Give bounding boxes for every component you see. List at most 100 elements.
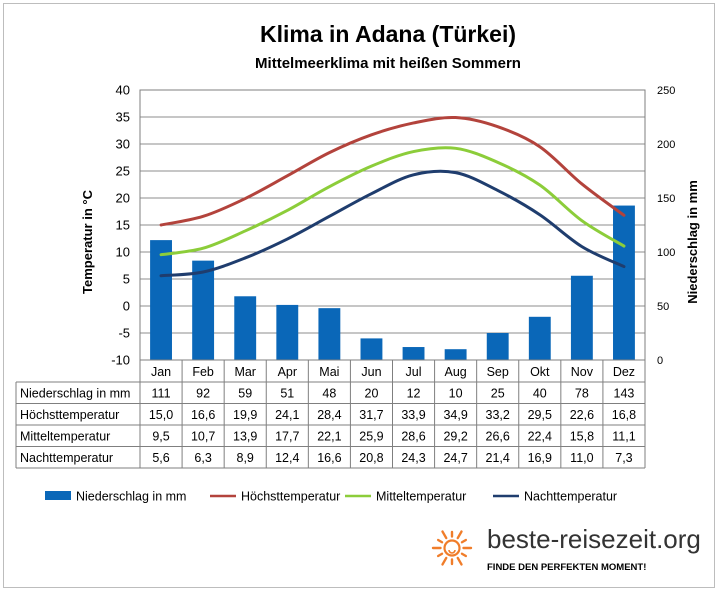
table-cell: 78 (575, 387, 589, 401)
legend-label: Niederschlag in mm (76, 490, 186, 504)
left-tick-label: 25 (116, 164, 130, 179)
left-tick-label: 20 (116, 191, 130, 206)
month-label: Okt (530, 365, 550, 379)
sun-ray (456, 556, 463, 566)
sun-ray (460, 552, 468, 558)
month-label: Nov (571, 365, 594, 379)
table-cell: 24,3 (401, 451, 425, 465)
table-cell: 8,9 (237, 451, 254, 465)
table-cell: 40 (533, 387, 547, 401)
month-label: Jul (406, 365, 422, 379)
table-cell: 22,4 (528, 430, 552, 444)
right-tick-label: 150 (657, 193, 675, 205)
precipitation-bar (318, 308, 341, 360)
sun-ray (436, 538, 444, 544)
table-cell: 15,8 (570, 430, 594, 444)
table-cell: 31,7 (359, 408, 383, 422)
table-cell: 20,8 (359, 451, 383, 465)
left-tick-label: 30 (116, 137, 130, 152)
precipitation-bar (276, 304, 299, 360)
precipitation-bar (613, 205, 635, 360)
precipitation-bar (486, 333, 509, 360)
sun-ray (441, 556, 448, 566)
right-tick-label: 0 (657, 355, 663, 367)
precipitation-bar (234, 296, 257, 360)
left-tick-label: 0 (123, 299, 130, 314)
month-label: Mar (234, 365, 256, 379)
data-table: Jan Feb Mar Apr Mai Jun Jul Aug Sep Okt Nov Dez Nied… (15, 360, 646, 469)
month-label: Apr (278, 365, 297, 379)
brand-logo: beste-reisezeit.org FINDE DEN PERFEKTEN … (431, 524, 701, 573)
table-row-label: Mitteltemperatur (20, 430, 110, 444)
precipitation-bar (528, 316, 551, 360)
sun-ray (460, 538, 468, 544)
brand-slogan: FINDE DEN PERFEKTEN MOMENT! (487, 562, 646, 573)
sun-ray (441, 530, 448, 540)
low-temperature-line (159, 169, 626, 278)
table-cell: 11,1 (612, 430, 635, 444)
table-row-label: Niederschlag in mm (20, 387, 130, 401)
temperature-lines (159, 115, 626, 278)
right-tick-label: 250 (657, 85, 675, 97)
table-cell: 34,9 (443, 408, 467, 422)
sun-smile (448, 549, 456, 554)
left-tick-label: -10 (111, 353, 130, 368)
table-row-label: Nachttemperatur (20, 451, 113, 465)
precipitation-bar (570, 275, 593, 360)
table-cell: 33,9 (401, 408, 425, 422)
month-label: Mai (319, 365, 339, 379)
precipitation-bar (444, 349, 467, 360)
table-cell: 143 (614, 387, 635, 401)
month-label: Feb (192, 365, 214, 379)
left-tick-label: 10 (116, 245, 130, 260)
legend: Niederschlag in mm Höchsttemperatur Mittel… (45, 490, 617, 504)
table-cell: 20 (365, 387, 379, 401)
table-cell: 24,1 (275, 408, 299, 422)
month-label: Jun (361, 365, 381, 379)
table-cell: 17,7 (275, 430, 299, 444)
precipitation-bar (192, 260, 215, 360)
table-cell: 10,7 (191, 430, 215, 444)
table-cell: 22,6 (570, 408, 594, 422)
table-cell: 28,4 (317, 408, 341, 422)
table-cell: 111 (152, 387, 171, 401)
table-cell: 9,5 (152, 430, 169, 444)
legend-label: Nachttemperatur (524, 490, 617, 504)
table-cell: 24,7 (443, 451, 467, 465)
table-cell: 33,2 (486, 408, 510, 422)
legend-label: Höchsttemperatur (241, 490, 340, 504)
table-cell: 15,0 (149, 408, 173, 422)
table-cell: 16,9 (528, 451, 552, 465)
table-cell: 16,6 (317, 451, 341, 465)
table-cell: 25 (491, 387, 505, 401)
legend-label: Mitteltemperatur (376, 490, 466, 504)
table-cell: 48 (322, 387, 336, 401)
chart-frame (3, 3, 715, 588)
table-cell: 21,4 (486, 451, 510, 465)
table-cell: 29,2 (443, 430, 467, 444)
table-cell: 28,6 (401, 430, 425, 444)
right-tick-label: 200 (657, 139, 675, 151)
chart-subtitle: Mittelmeerklima mit heißen Sommern (255, 55, 521, 72)
precipitation-bar (402, 347, 425, 360)
high-temperature-line (159, 115, 626, 227)
left-tick-label: 35 (116, 110, 130, 125)
chart-title: Klima in Adana (Türkei) (260, 21, 516, 47)
y-axis-label-right: Niederschlag in mm (685, 180, 700, 304)
table-cell: 26,6 (486, 430, 510, 444)
legend-swatch-precipitation (45, 491, 71, 500)
table-cell: 16,6 (191, 408, 215, 422)
sun-ray (456, 530, 463, 540)
table-cell: 12 (407, 387, 421, 401)
table-cell: 12,4 (275, 451, 299, 465)
month-label: Aug (445, 365, 467, 379)
table-cell: 16,8 (612, 408, 636, 422)
table-cell: 19,9 (233, 408, 257, 422)
table-cell: 25,9 (359, 430, 383, 444)
table-cell: 51 (280, 387, 294, 401)
left-tick-label: 5 (123, 272, 130, 287)
table-cell: 29,5 (528, 408, 552, 422)
table-cell: 13,9 (233, 430, 257, 444)
left-tick-label: -5 (118, 326, 130, 341)
table-cell: 10 (449, 387, 463, 401)
